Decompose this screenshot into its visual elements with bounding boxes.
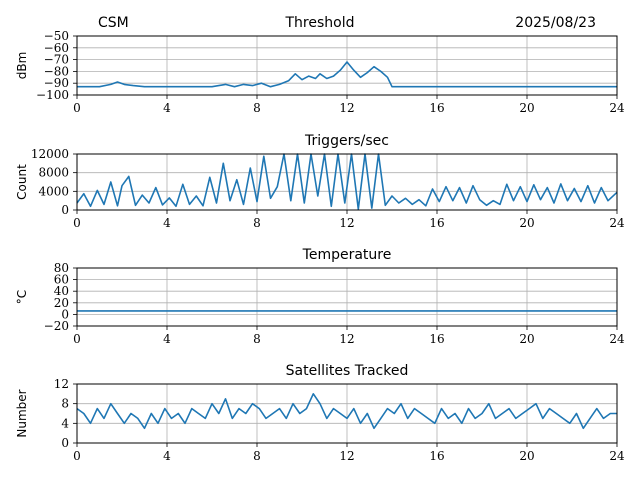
y-tick-label: 60 xyxy=(54,273,69,287)
header-center-label: Threshold xyxy=(285,15,355,31)
triggers-chart-panel: 0 4 8 12 16 20 24 0 4000 8000 12000 Triggers/sec Cou… xyxy=(15,133,625,230)
x-tick-label: 16 xyxy=(429,216,444,230)
y-tick-label: 40 xyxy=(54,284,69,298)
x-tick-label: 4 xyxy=(163,101,171,115)
header-left-label: CSM xyxy=(98,15,129,31)
y-tick-label: 4 xyxy=(61,416,69,430)
x-tick-label: 16 xyxy=(429,101,444,115)
y-tick-label: 12000 xyxy=(31,147,69,161)
series-line xyxy=(77,61,617,88)
y-tick-label: 8000 xyxy=(38,166,69,180)
y-axis-label: °C xyxy=(15,290,29,304)
y-tick-label: 80 xyxy=(54,261,69,275)
x-tick-label: 8 xyxy=(253,101,261,115)
x-tick-label: 24 xyxy=(609,216,625,230)
y-tick-label: −90 xyxy=(44,76,69,90)
y-tick-label: 20 xyxy=(54,296,69,310)
chart-title: Temperature xyxy=(302,247,392,263)
y-tick-label: 4000 xyxy=(38,184,69,198)
x-tick-label: 12 xyxy=(339,449,354,463)
x-tick-label: 4 xyxy=(163,449,171,463)
chart-title: Triggers/sec xyxy=(304,133,389,149)
x-tick-label: 0 xyxy=(73,449,81,463)
satellites-chart-panel: 0 4 8 12 16 20 24 0 4 8 12 Satellites Tracked Number xyxy=(15,363,625,463)
x-tick-label: 16 xyxy=(429,332,444,346)
y-tick-label: −80 xyxy=(44,64,69,78)
x-tick-label: 8 xyxy=(253,216,261,230)
chart-title: Satellites Tracked xyxy=(286,363,409,379)
x-tick-label: 12 xyxy=(339,332,354,346)
y-tick-label: 0 xyxy=(61,436,69,450)
series-line xyxy=(76,153,618,210)
x-tick-label: 20 xyxy=(519,332,534,346)
y-tick-label: −20 xyxy=(44,319,69,333)
x-tick-label: 0 xyxy=(73,101,81,115)
y-tick-label: 8 xyxy=(61,397,69,411)
x-tick-label: 8 xyxy=(253,332,261,346)
y-tick-label: −60 xyxy=(44,41,69,55)
x-tick-label: 12 xyxy=(339,101,354,115)
y-tick-label: 0 xyxy=(61,307,69,321)
x-tick-label: 8 xyxy=(253,449,261,463)
x-tick-label: 20 xyxy=(519,449,534,463)
y-tick-label: 0 xyxy=(61,203,69,217)
x-tick-label: 4 xyxy=(163,216,171,230)
x-tick-label: 16 xyxy=(429,449,444,463)
x-tick-label: 12 xyxy=(339,216,354,230)
x-tick-label: 0 xyxy=(73,332,81,346)
x-tick-label: 24 xyxy=(609,332,625,346)
y-tick-label: −50 xyxy=(44,29,69,43)
y-axis-label: dBm xyxy=(15,52,29,80)
y-tick-label: 12 xyxy=(54,377,69,391)
y-tick-label: −70 xyxy=(44,53,69,67)
series-line xyxy=(76,393,617,430)
x-tick-label: 20 xyxy=(519,216,534,230)
header-date-label: 2025/08/23 xyxy=(515,15,596,31)
x-tick-label: 20 xyxy=(519,101,534,115)
x-tick-label: 0 xyxy=(73,216,81,230)
x-tick-label: 4 xyxy=(163,332,171,346)
y-axis-label: Number xyxy=(15,389,29,437)
threshold-chart-panel: 0 4 8 12 16 20 24 −100−90−80−70−60−50 dBm xyxy=(15,29,625,115)
x-tick-label: 24 xyxy=(609,449,625,463)
y-tick-label: −100 xyxy=(36,88,69,102)
y-axis-label: Count xyxy=(15,164,29,200)
x-tick-label: 24 xyxy=(609,101,625,115)
